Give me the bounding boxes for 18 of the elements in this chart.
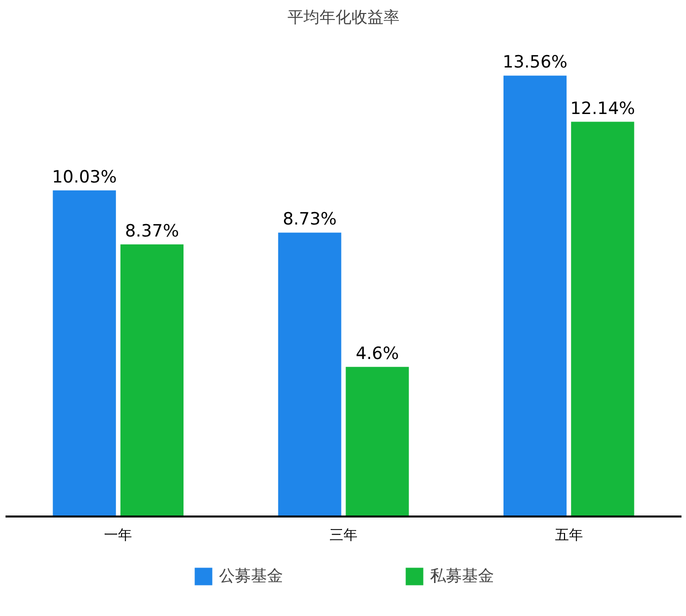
bar — [346, 366, 409, 516]
bar — [278, 232, 342, 516]
chart-title: 平均年化收益率 — [288, 8, 400, 26]
data-label: 13.56% — [502, 52, 568, 73]
bar — [120, 244, 184, 516]
legend-label: 公募基金 — [219, 566, 283, 586]
bar — [571, 122, 634, 516]
x-tick-label: 三年 — [330, 528, 358, 544]
data-label: 8.73% — [282, 210, 337, 230]
legend-label: 私募基金 — [430, 566, 494, 586]
x-tick-label: 一年 — [104, 528, 132, 544]
bar — [52, 190, 116, 516]
data-label: 12.14% — [570, 98, 636, 119]
data-label: 10.03% — [52, 167, 117, 188]
data-label: 8.37% — [124, 221, 179, 242]
data-label: 4.6% — [356, 344, 399, 364]
x-tick-label: 五年 — [554, 528, 583, 544]
bar — [503, 76, 567, 516]
